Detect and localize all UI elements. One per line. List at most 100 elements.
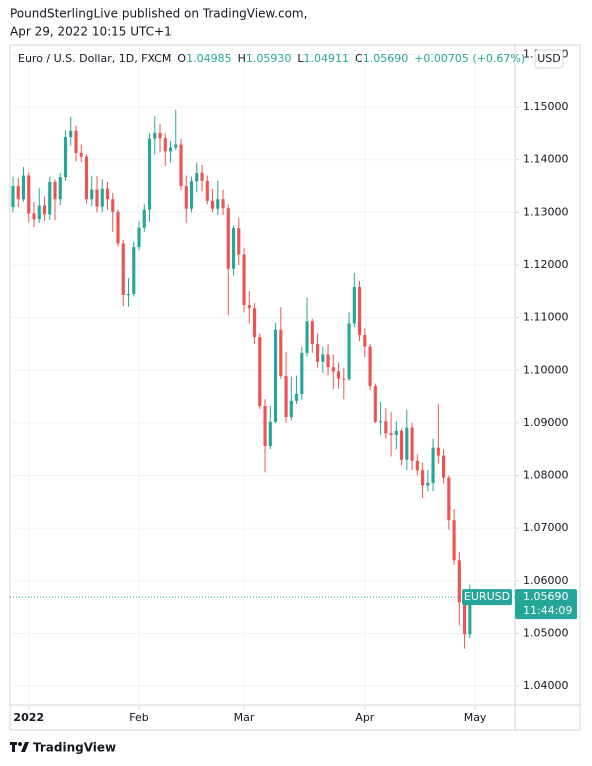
- publisher: PoundSterlingLive published on TradingVi…: [10, 7, 307, 21]
- price-tag: [515, 589, 577, 620]
- candle-body: [137, 227, 141, 248]
- candle-body: [221, 199, 225, 209]
- candle-body: [347, 323, 351, 380]
- logo-stem: [12, 742, 15, 752]
- price-tag-label: 1.05690: [523, 590, 569, 603]
- candle-body: [268, 421, 272, 447]
- y-tick-label: 1.10000: [523, 363, 569, 376]
- candle-body: [90, 189, 94, 200]
- candle-body: [27, 175, 31, 214]
- candle-body: [373, 386, 377, 422]
- ohlc-label: C: [355, 52, 363, 65]
- ohlc-value: 1.05930: [246, 52, 292, 65]
- y-tick-label: 1.15000: [523, 100, 569, 113]
- candle-body: [442, 455, 446, 478]
- candle-body: [415, 460, 419, 471]
- y-tick-label: 1.08000: [523, 469, 569, 482]
- candle-body: [279, 329, 283, 377]
- candle-body: [205, 180, 209, 201]
- candle-body: [331, 367, 335, 372]
- candle-body: [53, 181, 57, 200]
- candle-body: [468, 597, 472, 635]
- tradingview-logo: TradingView: [10, 741, 116, 755]
- candle-body: [452, 520, 456, 561]
- candle-body: [210, 200, 215, 209]
- candle-body: [69, 130, 73, 138]
- currency-button: [534, 49, 564, 69]
- candle-body: [195, 172, 199, 182]
- candle-body: [463, 602, 467, 635]
- candle-body: [32, 213, 36, 220]
- candle-body: [457, 560, 461, 603]
- candle-body: [48, 181, 52, 215]
- candle-body: [105, 188, 110, 200]
- candle-body: [63, 137, 68, 178]
- candle-body: [237, 228, 241, 255]
- ohlc-label: O: [177, 52, 186, 65]
- ohlc-label: L: [297, 52, 304, 65]
- candle-body: [174, 144, 178, 148]
- candle-body: [79, 152, 83, 157]
- candle-body: [37, 205, 41, 220]
- symbol-tag-label: EURUSD: [464, 590, 510, 603]
- x-tick-label: Mar: [234, 711, 255, 724]
- candle-body: [426, 482, 430, 486]
- ohlc-label: H: [238, 52, 246, 65]
- y-tick-label: 1.13000: [523, 205, 569, 218]
- brand: TradingView: [33, 741, 116, 755]
- y-tick-label: 1.07000: [523, 521, 569, 534]
- candle-body: [42, 205, 47, 215]
- y-tick-label: 1.14000: [523, 153, 569, 166]
- candle-body: [16, 186, 20, 200]
- candle-body: [153, 132, 157, 139]
- candle-body: [100, 188, 104, 207]
- symbol-tag: [462, 589, 512, 606]
- countdown: 11:44:09: [523, 604, 572, 617]
- candle-body: [336, 371, 341, 379]
- candle-body: [163, 138, 167, 152]
- candle-body: [321, 354, 325, 362]
- candle-body: [357, 287, 362, 335]
- candle-body: [289, 400, 293, 418]
- x-tick-label: Feb: [129, 711, 148, 724]
- y-tick-label: 1.06000: [523, 574, 569, 587]
- candle-body: [315, 343, 320, 362]
- candle-body: [258, 337, 262, 407]
- candle-body: [11, 186, 15, 208]
- y-tick-label: 1.09000: [523, 416, 569, 429]
- ohlc-value: 1.04911: [304, 52, 350, 65]
- candle-body: [142, 209, 146, 228]
- y-tick-label: 1.04000: [523, 679, 569, 692]
- y-tick-label: 1.12000: [523, 258, 569, 271]
- candle-body: [126, 293, 131, 295]
- candle-body: [121, 243, 125, 295]
- change: +0.00705 (+0.67%): [414, 52, 525, 65]
- legend: Euro / U.S. Dollar, 1D, FXCM O1.04985 H1.0…: [18, 52, 525, 65]
- candle-body: [111, 199, 115, 212]
- candle-body: [447, 477, 451, 521]
- candle-body: [168, 147, 173, 152]
- currency-label: USD: [537, 52, 561, 65]
- candle-body: [247, 305, 251, 309]
- y-tick-label: 1.11000: [523, 311, 569, 324]
- candle-body: [184, 186, 188, 209]
- candle-body: [95, 189, 99, 207]
- candle-body: [273, 329, 278, 422]
- chart-frame: [9, 44, 581, 731]
- x-tick-label: 2022: [13, 711, 44, 724]
- candle-body: [252, 308, 257, 338]
- candle-body: [58, 177, 62, 200]
- candle-body: [284, 376, 288, 418]
- candle-body: [294, 393, 299, 401]
- logo-dot: [18, 742, 22, 746]
- candle-body: [431, 447, 435, 483]
- candle-body: [189, 181, 194, 209]
- candle-body: [410, 427, 414, 461]
- candle-body: [405, 427, 409, 460]
- candle-body: [326, 354, 330, 368]
- candle-body: [363, 335, 367, 347]
- candle-body: [216, 199, 220, 209]
- candle-body: [263, 406, 267, 447]
- candle-body: [436, 447, 440, 456]
